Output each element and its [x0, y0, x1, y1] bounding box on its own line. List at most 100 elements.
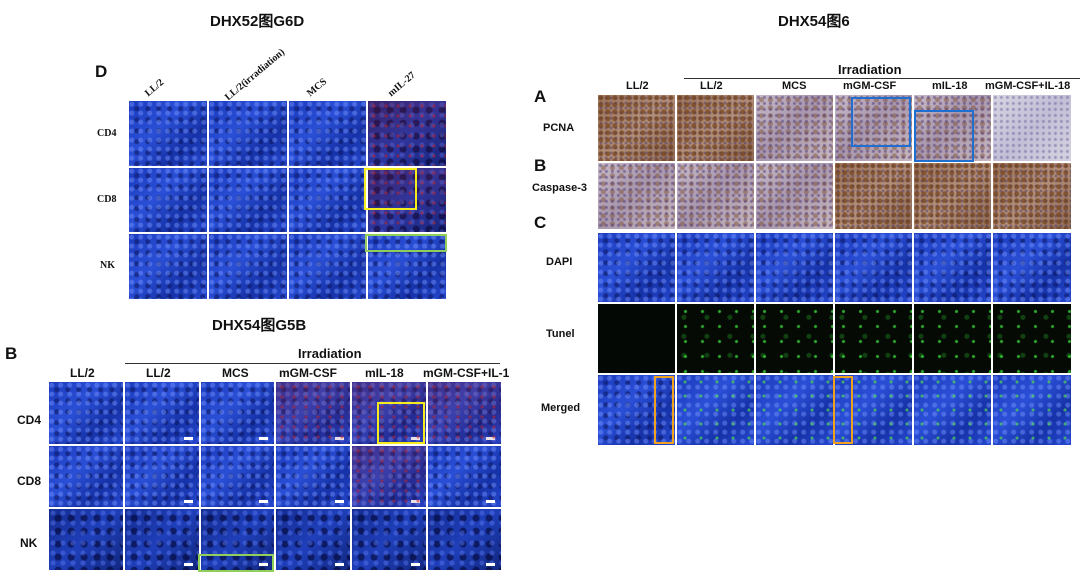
micrograph-cell: [676, 94, 755, 162]
micrograph-cell: [755, 94, 834, 162]
irradiation-group-label: Irradiation: [838, 62, 902, 77]
figure-heading-g6d: DHX52图G6D: [210, 13, 305, 30]
panel-b-col-label: mIL-18: [365, 366, 404, 380]
highlight-box-blue: [851, 97, 911, 147]
figure-heading-g5b: DHX54图G5B: [212, 317, 307, 334]
micrograph-cell: [275, 508, 351, 571]
highlight-box-yellow: [377, 402, 425, 444]
panel-d-col-label: mIL-27: [385, 69, 418, 99]
figure-heading-fig6: DHX54图6: [778, 13, 850, 30]
micrograph-cell: [367, 100, 447, 167]
micrograph-cell: [834, 374, 913, 446]
micrograph-cell: [992, 232, 1072, 303]
micrograph-cell: [200, 445, 275, 508]
micrograph-cell: [48, 508, 124, 571]
micrograph-cell: [427, 508, 502, 571]
fig6-col-label: LL/2: [700, 80, 723, 92]
micrograph-cell: [597, 374, 676, 446]
micrograph-cell: [755, 303, 834, 374]
micrograph-cell: [367, 233, 447, 300]
micrograph-cell: [200, 381, 275, 445]
panel-b-row-label: NK: [20, 536, 38, 550]
fig6-row-label: DAPI: [546, 256, 573, 268]
micrograph-cell: [208, 167, 288, 233]
highlight-box-green: [198, 554, 274, 572]
micrograph-cell: [351, 381, 427, 445]
micrograph-cell: [427, 381, 502, 445]
micrograph-cell: [48, 381, 124, 445]
panel-d-col-label: LL/2(irradiation): [222, 46, 288, 103]
highlight-box-orange: [654, 376, 674, 444]
micrograph-cell: [124, 445, 200, 508]
panel-d-col-label: MCS: [304, 76, 330, 99]
panel-d-row-label: CD4: [97, 128, 117, 139]
panel-d-row-label: CD8: [97, 194, 117, 205]
micrograph-cell: [597, 162, 676, 230]
micrograph-cell: [913, 374, 992, 446]
micrograph-cell: [597, 94, 676, 162]
panel-b-col-label: MCS: [222, 366, 249, 380]
panel-b-col-label: LL/2: [70, 366, 95, 380]
panel-b-col-label: mGM-CSF+IL-1: [423, 366, 510, 380]
micrograph-cell: [834, 303, 913, 374]
fig6-row-label: PCNA: [543, 122, 575, 134]
micrograph-cell: [913, 94, 992, 162]
micrograph-cell: [992, 94, 1072, 162]
fig6-section-letter: B: [534, 156, 547, 175]
micrograph-cell: [913, 162, 992, 230]
micrograph-cell: [124, 381, 200, 445]
fig6-row-label: Tunel: [546, 328, 575, 340]
micrograph-cell: [676, 232, 755, 303]
micrograph-cell: [367, 167, 447, 233]
irradiation-bracket-line: [684, 78, 1080, 79]
micrograph-cell: [351, 445, 427, 508]
micrograph-cell: [834, 94, 913, 162]
panel-b-row-label: CD8: [17, 474, 42, 488]
panel-b-col-label: LL/2: [146, 366, 171, 380]
panel-b-letter: B: [5, 344, 18, 363]
micrograph-cell: [992, 303, 1072, 374]
micrograph-cell: [755, 232, 834, 303]
micrograph-cell: [834, 232, 913, 303]
fig6-col-label: mIL-18: [932, 80, 968, 92]
irradiation-bracket-line: [125, 363, 500, 364]
panel-d-row-label: NK: [100, 260, 115, 271]
highlight-box-green: [365, 234, 447, 252]
micrograph-cell: [834, 162, 913, 230]
fig6-col-label: mGM-CSF+IL-18: [985, 80, 1071, 92]
micrograph-cell: [351, 508, 427, 571]
micrograph-cell: [913, 232, 992, 303]
fig6-col-label: LL/2: [626, 80, 649, 92]
fig6-section-letter: C: [534, 213, 547, 232]
micrograph-cell: [208, 233, 288, 300]
fig6-row-label: Merged: [541, 402, 581, 414]
micrograph-cell: [676, 162, 755, 230]
micrograph-cell: [128, 233, 208, 300]
micrograph-cell: [128, 100, 208, 167]
fig6-col-label: mGM-CSF: [843, 80, 897, 92]
micrograph-cell: [597, 232, 676, 303]
micrograph-cell: [275, 445, 351, 508]
micrograph-cell: [128, 167, 208, 233]
micrograph-cell: [676, 374, 755, 446]
panel-b-row-label: CD4: [17, 413, 42, 427]
irradiation-group-label: Irradiation: [298, 346, 362, 361]
micrograph-cell: [288, 167, 367, 233]
micrograph-cell: [427, 445, 502, 508]
highlight-box-orange: [833, 376, 853, 444]
fig6-col-label: MCS: [782, 80, 807, 92]
micrograph-cell: [48, 445, 124, 508]
micrograph-cell: [288, 233, 367, 300]
panel-d-col-label: LL/2: [142, 76, 167, 99]
fig6-row-label: Caspase-3: [532, 182, 588, 194]
micrograph-cell: [208, 100, 288, 167]
micrograph-cell: [288, 100, 367, 167]
micrograph-cell: [755, 162, 834, 230]
micrograph-cell: [597, 303, 676, 374]
micrograph-cell: [124, 508, 200, 571]
micrograph-cell: [755, 374, 834, 446]
panel-d-letter: D: [95, 62, 108, 81]
fig6-col-label-clip: mGM-CSF+IL-18: [985, 80, 1078, 92]
highlight-box-blue: [914, 110, 974, 162]
micrograph-cell: [676, 303, 755, 374]
